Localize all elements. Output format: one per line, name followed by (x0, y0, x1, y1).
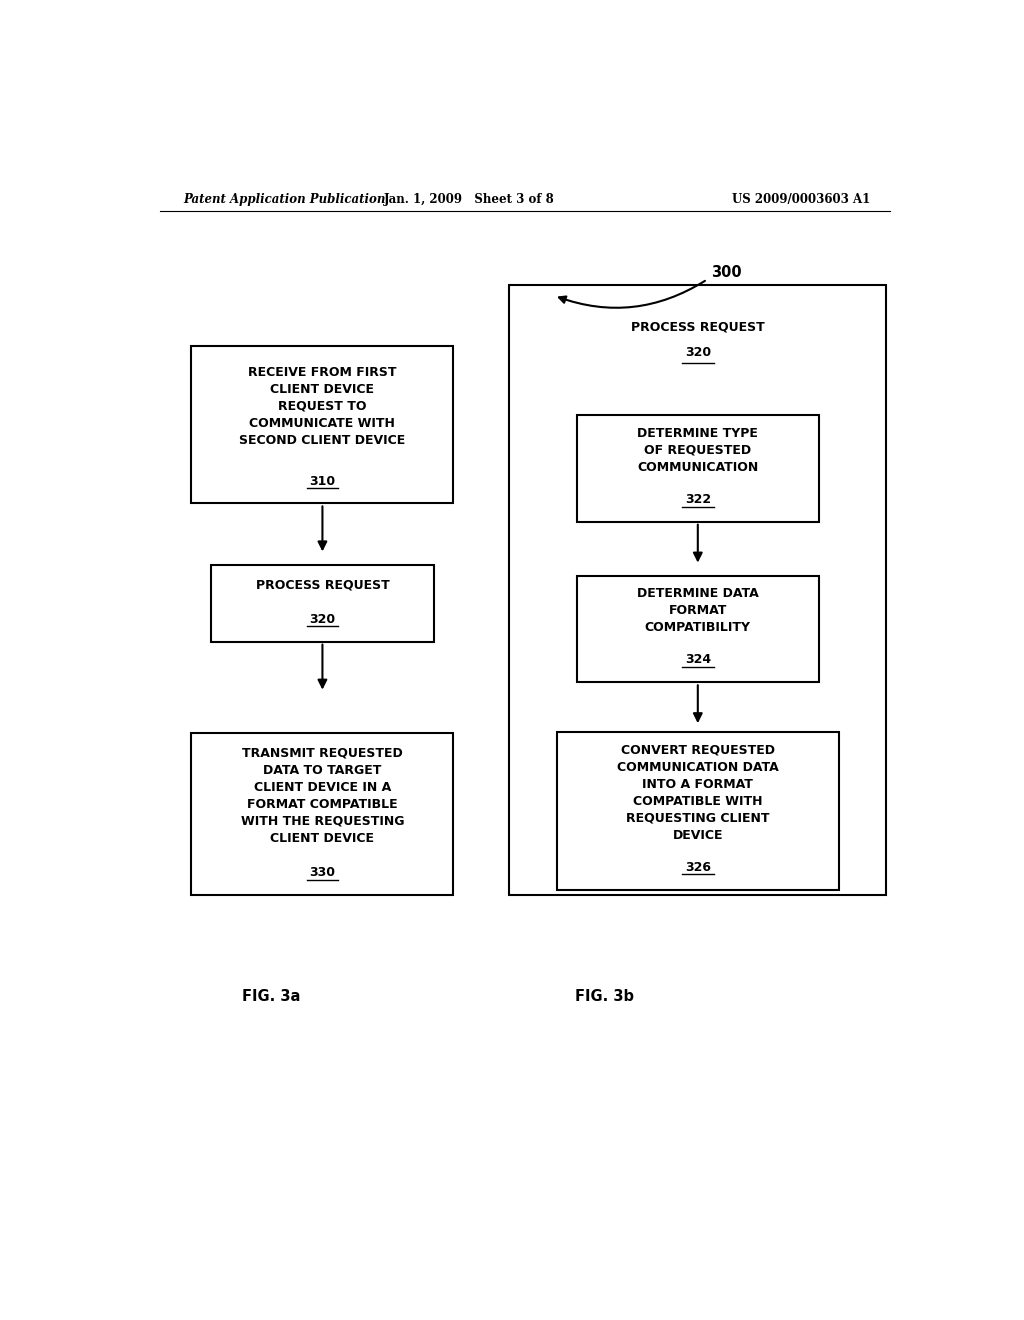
Text: 322: 322 (685, 492, 711, 506)
Text: 324: 324 (685, 653, 711, 667)
Bar (577, 576, 819, 682)
Text: PROCESS REQUEST: PROCESS REQUEST (631, 321, 765, 334)
Bar (509, 285, 887, 895)
Text: Patent Application Publication: Patent Application Publication (183, 193, 386, 206)
Text: DETERMINE DATA
FORMAT
COMPATIBILITY: DETERMINE DATA FORMAT COMPATIBILITY (637, 587, 759, 634)
Text: FIG. 3b: FIG. 3b (574, 990, 634, 1005)
Text: CONVERT REQUESTED
COMMUNICATION DATA
INTO A FORMAT
COMPATIBLE WITH
REQUESTING CL: CONVERT REQUESTED COMMUNICATION DATA INT… (616, 743, 778, 842)
Text: US 2009/0003603 A1: US 2009/0003603 A1 (732, 193, 870, 206)
Bar (191, 346, 454, 503)
Text: 320: 320 (685, 346, 711, 359)
Bar (191, 733, 454, 895)
Bar (211, 565, 433, 642)
Bar (577, 414, 819, 521)
Text: 330: 330 (309, 866, 336, 879)
Text: RECEIVE FROM FIRST
CLIENT DEVICE
REQUEST TO
COMMUNICATE WITH
SECOND CLIENT DEVIC: RECEIVE FROM FIRST CLIENT DEVICE REQUEST… (240, 366, 406, 447)
Text: PROCESS REQUEST: PROCESS REQUEST (256, 578, 389, 591)
Text: Jan. 1, 2009   Sheet 3 of 8: Jan. 1, 2009 Sheet 3 of 8 (384, 193, 555, 206)
Text: FIG. 3a: FIG. 3a (242, 990, 300, 1005)
Text: TRANSMIT REQUESTED
DATA TO TARGET
CLIENT DEVICE IN A
FORMAT COMPATIBLE
WITH THE : TRANSMIT REQUESTED DATA TO TARGET CLIENT… (241, 747, 404, 845)
Text: 326: 326 (685, 861, 711, 874)
Text: 310: 310 (309, 475, 336, 487)
Bar (557, 733, 839, 890)
Text: 300: 300 (712, 265, 742, 280)
Text: DETERMINE TYPE
OF REQUESTED
COMMUNICATION: DETERMINE TYPE OF REQUESTED COMMUNICATIO… (637, 426, 759, 474)
Text: 320: 320 (309, 612, 336, 626)
